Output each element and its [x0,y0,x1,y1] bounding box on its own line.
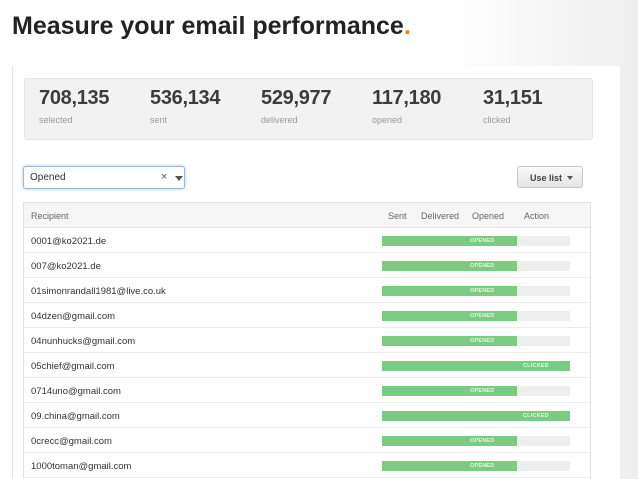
slide-title-dot: . [403,12,411,40]
column-header-opened[interactable]: Opened [472,211,505,221]
chevron-down-icon [567,176,573,180]
recipient-email[interactable]: 007@ko2021.de [31,261,101,272]
recipient-email[interactable]: 0714uno@gmail.com [31,386,121,397]
table-row[interactable]: 0001@ko2021.de OPENED [24,228,590,253]
engagement-progress-fill [382,386,517,396]
stat-clicked: 31,151 clicked [469,79,580,139]
engagement-progress-fill [382,411,570,421]
engagement-progress-fill [382,236,517,246]
table-header: Recipient Sent Delivered Opened Action [24,203,590,228]
table-row[interactable]: 007@ko2021.de OPENED [24,253,590,278]
status-label: OPENED [470,388,495,394]
table-row[interactable]: 04dzen@gmail.com OPENED [24,303,590,328]
recipient-email[interactable]: 05chief@gmail.com [31,361,115,372]
engagement-progress-bar: OPENED [382,236,570,246]
engagement-progress-fill [382,286,517,296]
status-label: CLICKED [523,363,549,369]
status-label: OPENED [470,288,495,294]
status-label: OPENED [470,238,495,244]
stat-selected: 708,135 selected [25,79,136,139]
table-row[interactable]: 04nunhucks@gmail.com OPENED [24,328,590,353]
table-row[interactable]: 0714uno@gmail.com OPENED [24,378,590,403]
engagement-progress-fill [382,336,517,346]
stat-delivered: 529,977 delivered [247,79,358,139]
engagement-progress-bar: OPENED [382,436,570,446]
status-label: OPENED [470,263,495,269]
column-header-action[interactable]: Action [524,211,550,221]
slide-title: Measure your email performance. [12,12,411,41]
engagement-progress-bar: OPENED [382,286,570,296]
table-row[interactable]: 05chief@gmail.com CLICKED [24,353,590,378]
status-label: CLICKED [523,413,549,419]
recipient-email[interactable]: 09.china@gmail.com [31,411,120,422]
stat-value: 708,135 [39,87,110,109]
engagement-progress-bar: OPENED [382,261,570,271]
status-label: OPENED [470,313,495,319]
engagement-progress-bar: OPENED [382,386,570,396]
engagement-progress-bar: OPENED [382,336,570,346]
clear-filter-icon[interactable]: × [161,171,168,183]
stat-label: opened [372,115,403,125]
recipient-email[interactable]: 0crecc@gmail.com [31,436,112,447]
recipients-table: Recipient Sent Delivered Opened Action 0… [23,202,591,479]
stat-value: 31,151 [483,87,543,109]
column-header-sent[interactable]: Sent [388,211,407,221]
stat-label: delivered [261,115,298,125]
column-header-delivered[interactable]: Delivered [421,211,460,221]
status-label: OPENED [470,338,495,344]
stat-opened: 117,180 opened [358,79,469,139]
use-list-button[interactable]: Use list [517,166,583,188]
table-row[interactable]: 01simonrandall1981@live.co.uk OPENED [24,278,590,303]
use-list-label: Use list [530,173,563,183]
stat-sent: 536,134 sent [136,79,247,139]
engagement-progress-bar: CLICKED [382,411,570,421]
engagement-progress-bar: OPENED [382,311,570,321]
filter-value: Opened [30,172,66,183]
email-dashboard: 708,135 selected 536,134 sent 529,977 de… [12,66,620,479]
engagement-progress-fill [382,261,517,271]
stat-value: 529,977 [261,87,332,109]
stat-label: clicked [483,115,511,125]
recipient-email[interactable]: 01simonrandall1981@live.co.uk [31,286,166,297]
engagement-progress-fill [382,361,570,371]
stat-value: 536,134 [150,87,221,109]
engagement-progress-fill [382,461,517,471]
table-row[interactable]: 0crecc@gmail.com OPENED [24,428,590,453]
stats-bar: 708,135 selected 536,134 sent 529,977 de… [24,78,593,140]
recipient-email[interactable]: 0001@ko2021.de [31,236,107,247]
stat-label: selected [39,115,73,125]
table-row[interactable]: 09.china@gmail.com CLICKED [24,403,590,428]
status-filter-select[interactable]: Opened × [23,166,185,189]
chevron-down-icon[interactable] [175,176,183,181]
slide-title-text: Measure your email performance [12,12,404,40]
recipient-email[interactable]: 04nunhucks@gmail.com [31,336,136,347]
stat-value: 117,180 [372,87,442,109]
engagement-progress-bar: OPENED [382,461,570,471]
column-header-recipient[interactable]: Recipient [31,211,69,221]
stat-label: sent [150,115,168,125]
recipient-email[interactable]: 04dzen@gmail.com [31,311,116,322]
status-label: OPENED [470,463,495,469]
engagement-progress-fill [382,311,517,321]
table-row[interactable]: 1000toman@gmail.com OPENED [24,453,590,478]
engagement-progress-fill [382,436,517,446]
engagement-progress-bar: CLICKED [382,361,570,371]
table-body: 0001@ko2021.de OPENED 007@ko2021.de OPENED 0… [24,228,590,478]
status-label: OPENED [470,438,495,444]
recipient-email[interactable]: 1000toman@gmail.com [31,461,132,472]
